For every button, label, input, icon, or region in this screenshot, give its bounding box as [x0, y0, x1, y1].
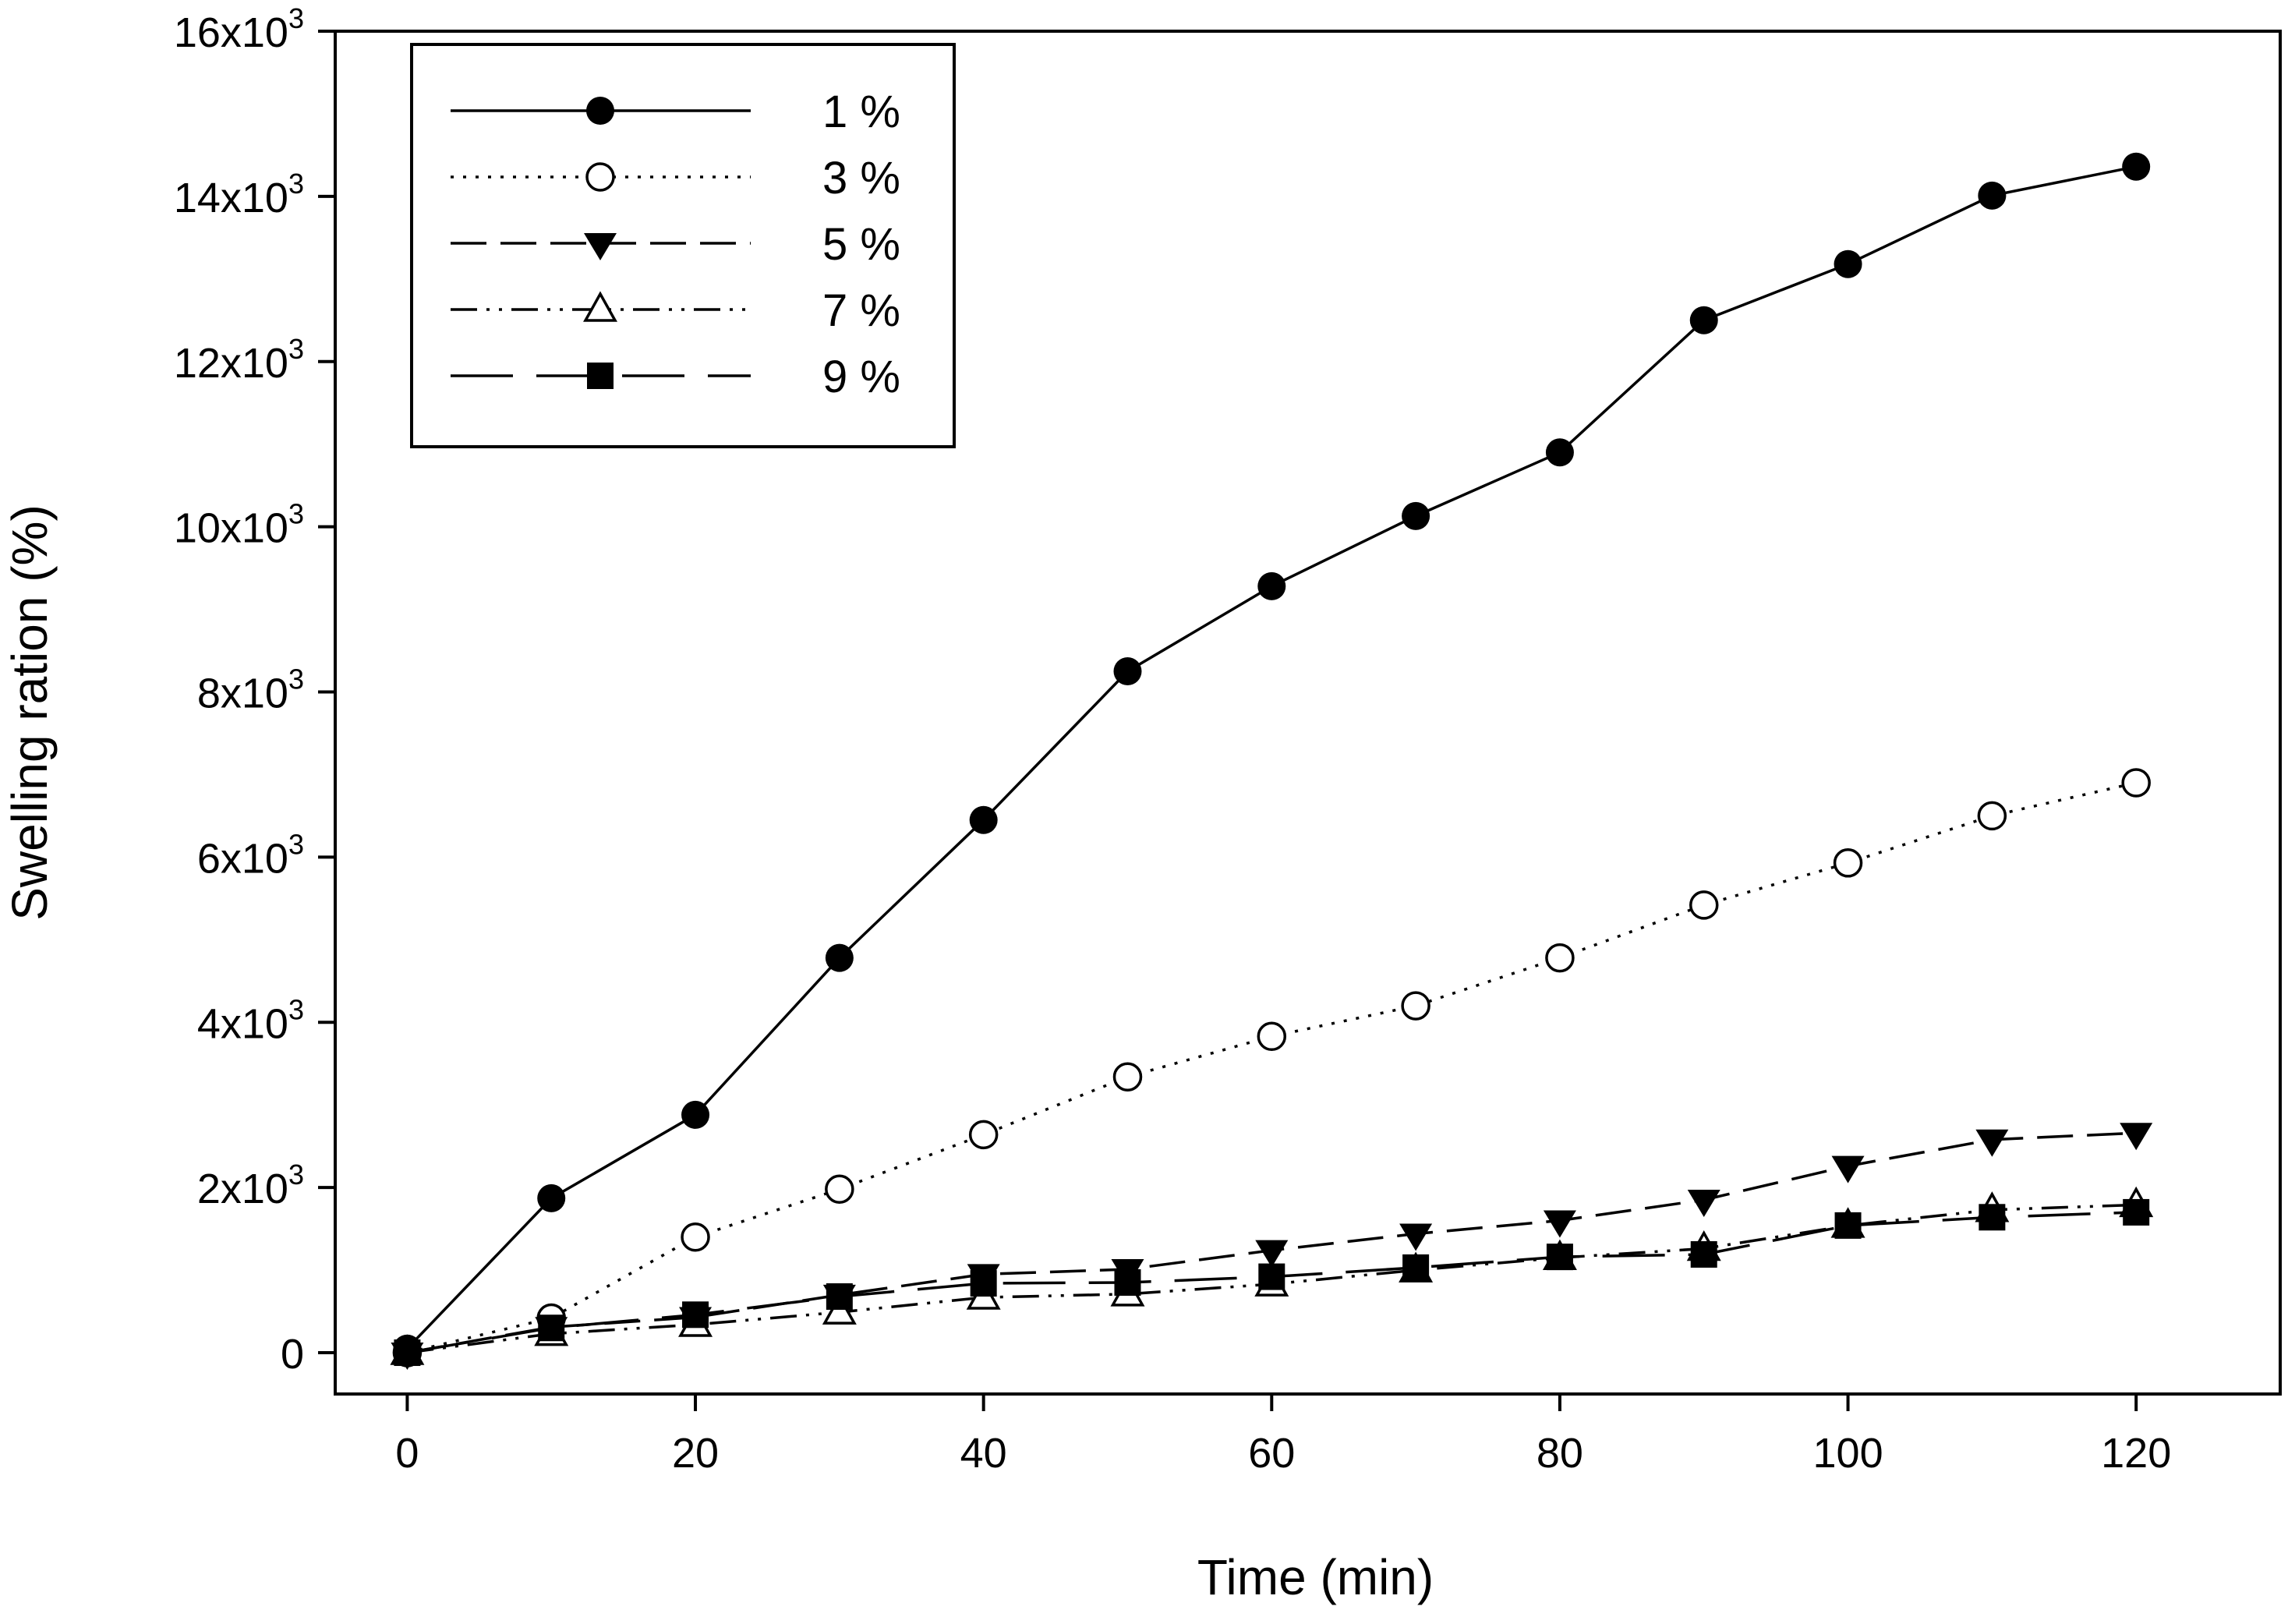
data-point [1977, 801, 2007, 831]
data-point [394, 1339, 421, 1367]
legend: 1 % 3 % 5 % 7 % 9 % [410, 43, 956, 448]
x-tick-label: 60 [1248, 1430, 1295, 1477]
y-tick-label: 4x103 [197, 993, 304, 1047]
data-point [1979, 1204, 2006, 1231]
data-point [1114, 1268, 1141, 1296]
data-point [825, 1174, 854, 1205]
x-tick-label: 20 [672, 1430, 719, 1477]
data-point [2121, 768, 2151, 798]
y-tick-label: 8x103 [197, 663, 304, 717]
y-tick-label: 14x103 [174, 168, 304, 221]
data-point [1257, 571, 1286, 600]
series-group [390, 152, 2154, 1371]
data-point [1112, 1062, 1143, 1092]
data-point [682, 1301, 709, 1329]
data-point [1402, 1254, 1430, 1281]
data-point [2122, 152, 2151, 181]
x-tick-label: 40 [960, 1430, 1007, 1477]
y-axis-title: Swelling ration (%) [2, 504, 58, 921]
x-tick-label: 0 [395, 1430, 419, 1477]
data-point [1831, 1155, 1865, 1184]
data-point [681, 1100, 710, 1129]
data-point [2123, 1198, 2150, 1226]
data-point [1258, 1263, 1285, 1290]
data-point [822, 1293, 857, 1325]
legend-label: 1 % [822, 87, 900, 137]
data-point [1834, 249, 1862, 278]
data-point [1545, 943, 1575, 973]
data-point [1545, 438, 1574, 467]
y-tick-label: 10x103 [174, 498, 304, 552]
data-point [1113, 657, 1142, 686]
data-point [1834, 1212, 1862, 1239]
data-point [585, 162, 615, 192]
legend-label: 9 % [822, 352, 900, 402]
data-point [2120, 1123, 2153, 1151]
data-point [587, 363, 614, 389]
y-tick-label: 16x103 [174, 2, 304, 56]
data-point [1689, 306, 1718, 334]
data-point [586, 97, 614, 125]
x-axis: 0 20 40 60 80 100 120 [395, 1394, 2171, 1477]
data-point [1978, 181, 2007, 210]
data-point [1687, 1190, 1720, 1218]
y-tick-label: 0 [281, 1331, 304, 1378]
data-point [681, 1222, 710, 1252]
data-point [1257, 1021, 1287, 1052]
plot-frame [334, 30, 2282, 1396]
data-point [1402, 501, 1430, 530]
data-point [584, 233, 617, 260]
data-point [1401, 991, 1430, 1021]
data-point [1546, 1244, 1573, 1271]
data-point [1975, 1129, 2009, 1157]
y-tick-label: 2x103 [197, 1159, 304, 1212]
data-point [538, 1314, 565, 1342]
legend-label: 7 % [822, 285, 900, 336]
x-tick-label: 80 [1537, 1430, 1583, 1477]
x-tick-label: 120 [2101, 1430, 2171, 1477]
data-point [968, 1120, 999, 1150]
legend-label: 5 % [822, 219, 900, 270]
legend-label: 3 % [822, 153, 900, 203]
data-point [1689, 890, 1719, 920]
data-point [825, 943, 854, 972]
x-axis-title: Time (min) [1197, 1549, 1434, 1605]
data-point [1255, 1240, 1289, 1268]
y-tick-label: 12x103 [174, 333, 304, 387]
data-point [1690, 1240, 1717, 1268]
y-axis: 0 2x103 4x103 6x103 8x103 10x103 12x103 14x103 1… [174, 2, 335, 1378]
data-point [537, 1184, 566, 1212]
data-point [1543, 1210, 1576, 1238]
data-point [1833, 848, 1863, 878]
data-point [970, 1270, 997, 1297]
data-point [1399, 1223, 1433, 1251]
data-point [583, 291, 617, 322]
data-point [826, 1283, 853, 1310]
x-tick-label: 100 [1813, 1430, 1883, 1477]
y-tick-label: 6x103 [197, 828, 304, 882]
data-point [969, 805, 998, 834]
